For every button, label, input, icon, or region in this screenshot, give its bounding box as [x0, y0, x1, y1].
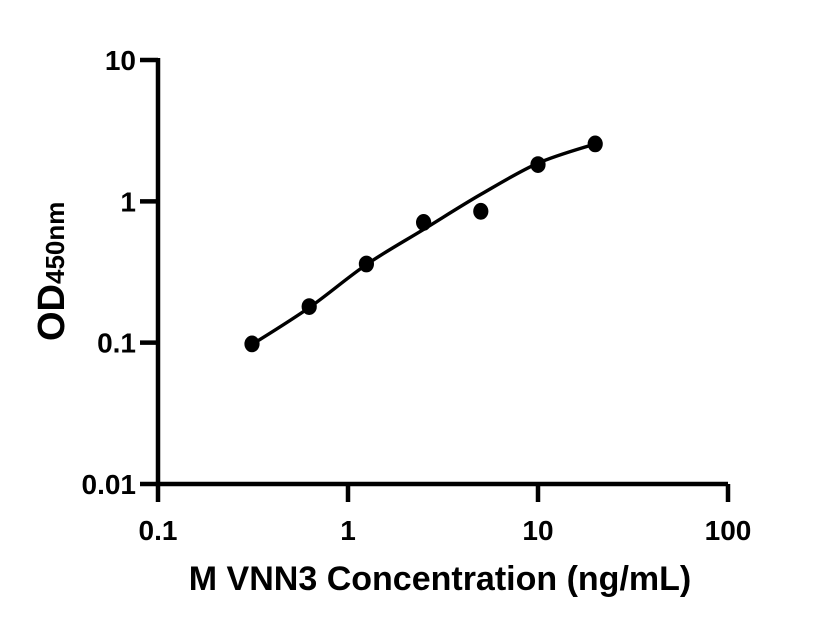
x-tick-label: 10 [522, 515, 553, 546]
y-tick-label: 0.1 [97, 328, 136, 359]
y-tick-label: 10 [105, 45, 136, 76]
data-point [473, 202, 489, 220]
y-axis-title-main: OD [31, 284, 73, 341]
data-point [530, 156, 546, 174]
y-axis-title-subscript: 450nm [40, 202, 70, 284]
y-tick-label: 0.01 [82, 469, 137, 500]
y-axis-tick-labels: 0.01 0.1 1 10 [82, 45, 137, 500]
data-points [244, 135, 603, 353]
data-point [244, 335, 260, 353]
fit-curve-line [250, 142, 597, 347]
x-tick-label: 100 [705, 515, 752, 546]
data-point [416, 214, 432, 231]
x-tick-label: 0.1 [139, 515, 178, 546]
data-point [301, 298, 317, 315]
y-axis-ticks [140, 57, 158, 487]
x-axis-ticks [155, 484, 731, 502]
data-point [587, 135, 603, 153]
x-axis-tick-labels: 0.1 1 10 100 [139, 515, 752, 546]
x-axis-title: M VNN3 Concentration (ng/mL) [189, 560, 691, 598]
data-point [358, 255, 374, 273]
y-tick-label: 1 [120, 186, 136, 217]
x-tick-label: 1 [340, 515, 356, 546]
axis-lines [155, 58, 728, 487]
y-axis-title: OD450nm [31, 202, 73, 341]
